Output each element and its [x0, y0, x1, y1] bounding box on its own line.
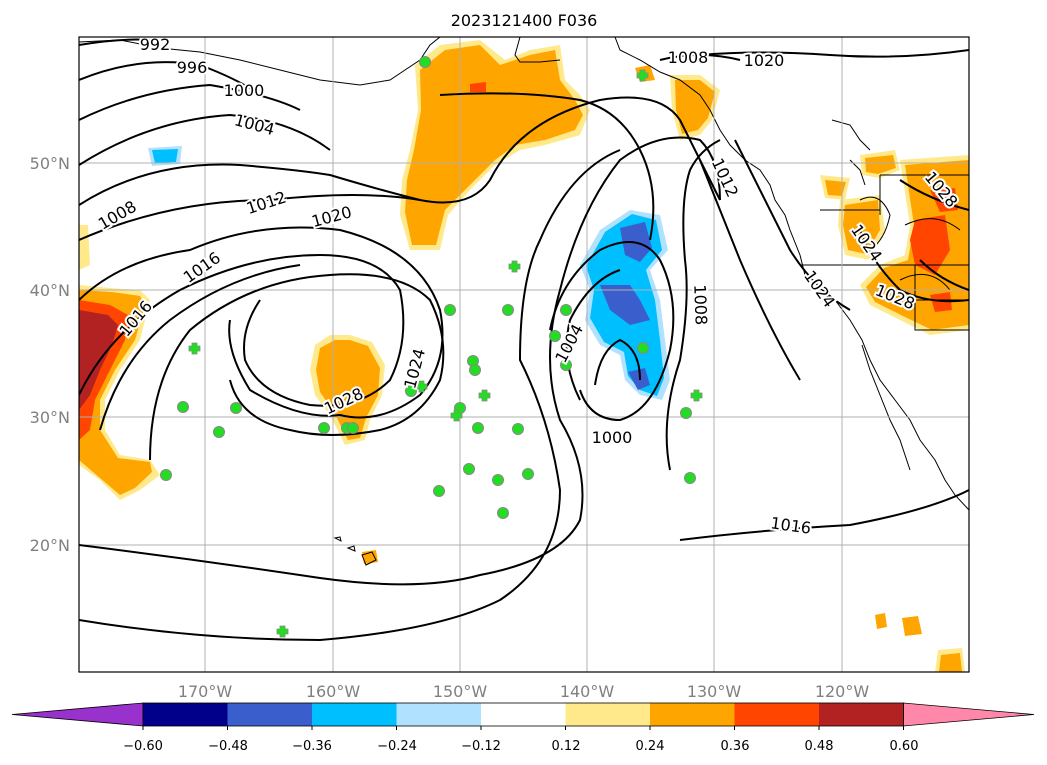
negative-anomaly-area [600, 285, 650, 325]
obs-cross-marker [276, 625, 289, 638]
colorbar-segment [143, 703, 228, 726]
isobar-label: 1008 [668, 48, 709, 67]
lon-label: 170°W [178, 682, 233, 701]
negative-anomaly-area [152, 149, 178, 163]
colorbar-tick-label: −0.60 [123, 739, 163, 754]
obs-circle-marker [347, 422, 359, 434]
colorbar-tick-label: 0.12 [552, 739, 581, 754]
obs-cross-marker [478, 389, 491, 402]
positive-anomaly-area [316, 340, 380, 440]
colorbar-extend-min [11, 702, 144, 727]
obs-circle-marker [512, 423, 524, 435]
colorbar-segment [819, 703, 904, 726]
positive-anomaly-area [875, 613, 887, 629]
colorbar-segment [650, 703, 735, 726]
coastlines [79, 37, 969, 566]
colorbar-segment [396, 703, 481, 726]
colorbar-tick-label: −0.24 [377, 739, 417, 754]
obs-cross-marker [415, 380, 428, 393]
positive-anomaly-area [843, 200, 880, 254]
obs-circle-marker [419, 56, 431, 68]
obs-circle-marker [549, 330, 561, 342]
obs-circle-marker [684, 472, 696, 484]
observation-markers [160, 56, 703, 638]
colorbar-frame [142, 702, 904, 727]
positive-anomaly-area [930, 292, 952, 312]
lat-label: 30°N [30, 408, 70, 427]
lon-label: 130°W [687, 682, 742, 701]
positive-anomaly-area [865, 155, 896, 174]
colorbar-extend-max [903, 702, 1035, 727]
isobar-label: 1000 [592, 428, 633, 447]
obs-cross-marker [690, 389, 703, 402]
isobar-label: 1000 [224, 81, 265, 100]
positive-anomaly-area [930, 188, 958, 212]
colorbar-tick-label: 0.36 [721, 739, 750, 754]
latitude-labels: 50°N 40°N 30°N 20°N [30, 154, 70, 555]
obs-circle-marker [680, 407, 692, 419]
obs-circle-marker [160, 469, 172, 481]
isobar-label: 996 [177, 58, 208, 77]
lon-label: 150°W [433, 682, 488, 701]
obs-cross-marker [450, 409, 463, 422]
obs-circle-marker [502, 304, 514, 316]
colorbar-segments [11, 702, 1035, 730]
isobar-label: 1008 [690, 284, 710, 325]
obs-circle-marker [560, 359, 572, 371]
map-title: 2023121400 F036 [451, 11, 598, 30]
obs-circle-marker [433, 485, 445, 497]
colorbar-segment [227, 703, 312, 726]
obs-circle-marker [560, 304, 572, 316]
colorbar-segment [565, 703, 650, 726]
colorbar-segment [481, 703, 566, 726]
obs-circle-marker [522, 468, 534, 480]
positive-anomaly-area [825, 180, 846, 196]
colorbar-segment [312, 703, 397, 726]
colorbar: −0.60 −0.48 −0.36 −0.24 −0.12 0.12 0.24 … [11, 702, 1035, 754]
lon-label: 160°W [306, 682, 361, 701]
obs-circle-marker [637, 342, 649, 354]
obs-circle-marker [472, 422, 484, 434]
colorbar-tick-label: −0.48 [208, 739, 248, 754]
obs-cross-marker [508, 260, 521, 273]
isobar-label: 992 [140, 35, 171, 54]
colorbar-segment [734, 703, 819, 726]
longitude-labels: 170°W 160°W 150°W 140°W 130°W 120°W [178, 682, 870, 701]
map-content: 992 996 1000 1004 1008 1012 1016 1020 10… [79, 35, 969, 672]
obs-circle-marker [463, 463, 475, 475]
colorbar-tick-label: −0.12 [461, 739, 501, 754]
colorbar-tick-label: 0.60 [890, 739, 919, 754]
obs-circle-marker [497, 507, 509, 519]
obs-circle-marker [444, 304, 456, 316]
lat-label: 50°N [30, 154, 70, 173]
positive-anomaly-area [470, 82, 486, 92]
obs-cross-marker [636, 69, 649, 82]
obs-circle-marker [405, 385, 417, 397]
colorbar-ticks: −0.60 −0.48 −0.36 −0.24 −0.12 0.12 0.24 … [123, 739, 918, 754]
obs-circle-marker [230, 402, 242, 414]
lat-label: 20°N [30, 536, 70, 555]
lat-label: 40°N [30, 281, 70, 300]
positive-anomaly-area [79, 310, 118, 410]
obs-circle-marker [469, 364, 481, 376]
lon-label: 120°W [815, 682, 870, 701]
colorbar-tick-label: −0.36 [292, 739, 332, 754]
obs-circle-marker [213, 426, 225, 438]
isobar-label: 1020 [744, 51, 785, 70]
colorbar-tick-label: 0.24 [636, 739, 665, 754]
positive-anomaly-area [902, 616, 922, 636]
lon-label: 140°W [560, 682, 615, 701]
map-frame [78, 36, 970, 673]
isobars [79, 38, 969, 642]
obs-circle-marker [318, 422, 330, 434]
obs-circle-marker [492, 474, 504, 486]
positive-anomaly-area [675, 80, 715, 134]
obs-circle-marker [177, 401, 189, 413]
colorbar-tick-label: 0.48 [805, 739, 834, 754]
positive-anomaly-area [939, 653, 962, 672]
obs-cross-marker [188, 342, 201, 355]
